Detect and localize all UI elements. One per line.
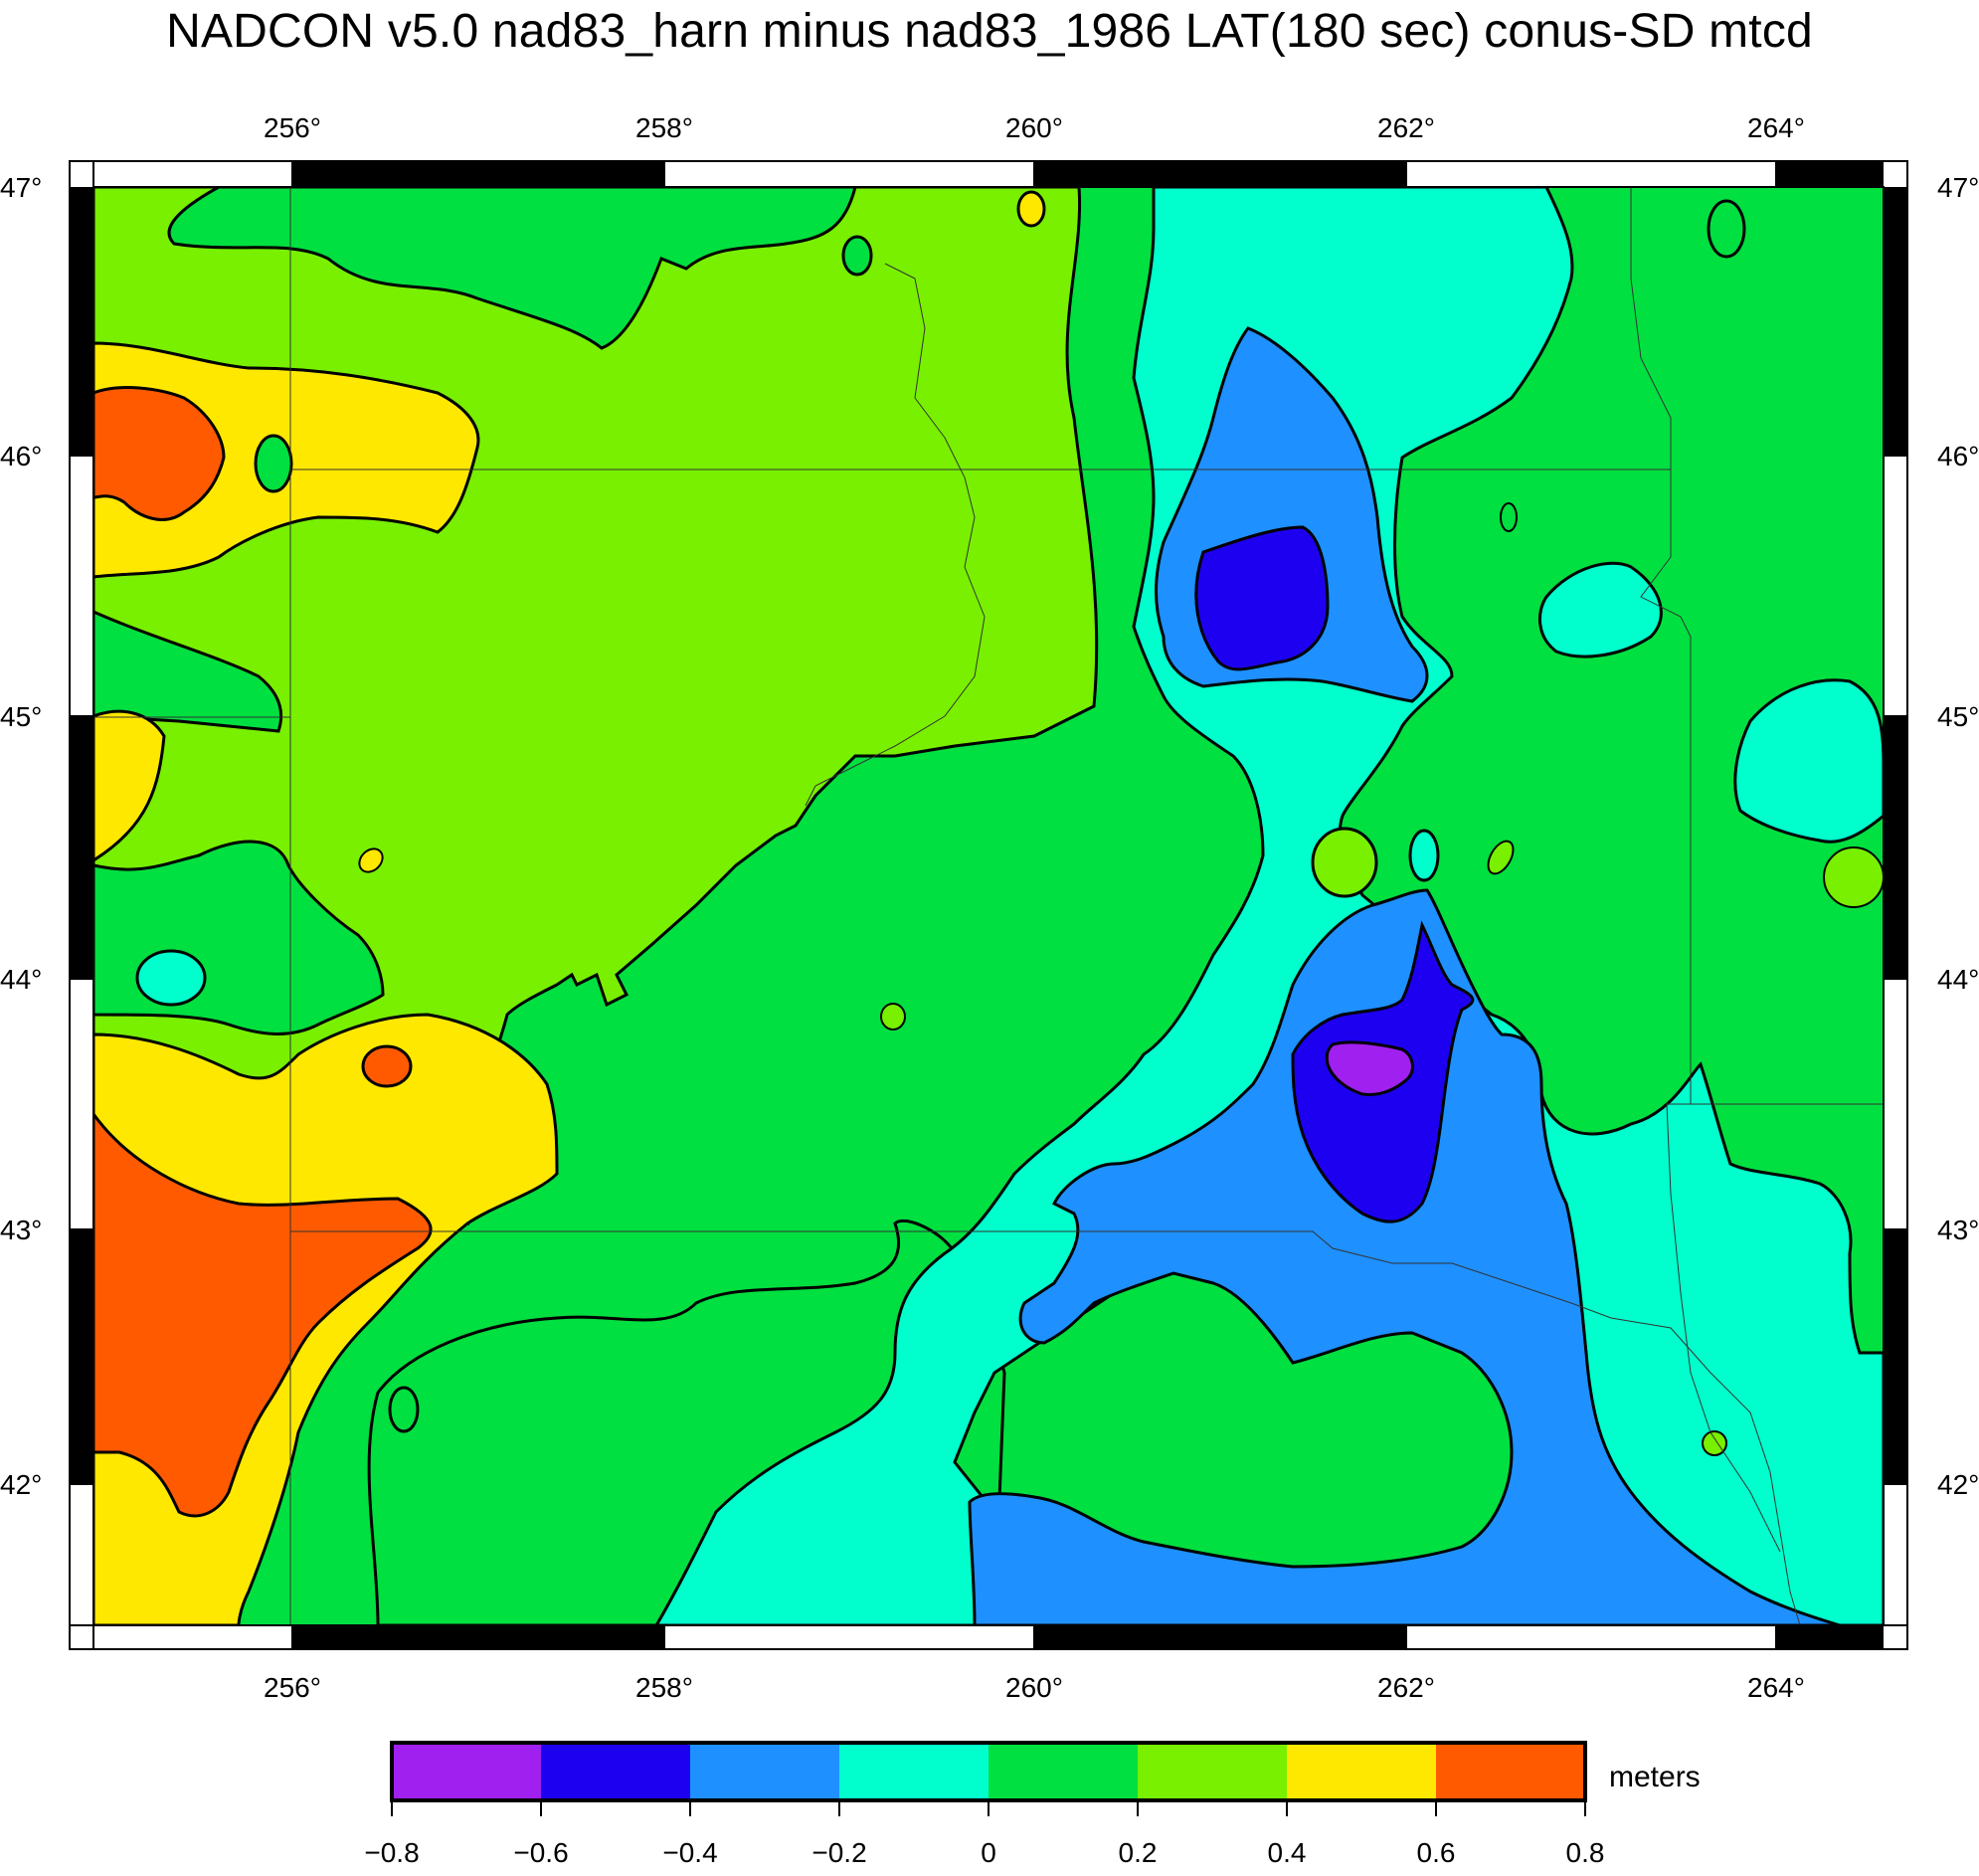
lon-labels-bottom: 256° 258° 260° 262° 264° xyxy=(264,1672,1805,1703)
lat-label-right-47: 47° xyxy=(1937,172,1979,203)
colorbar-tick-label-6: 0.4 xyxy=(1268,1837,1307,1868)
colorbar-bin-4 xyxy=(989,1743,1138,1800)
colorbar-tick-label-8: 0.8 xyxy=(1566,1837,1605,1868)
lon-label-bottom-264: 264° xyxy=(1747,1672,1805,1703)
region-green-blob-8 xyxy=(880,1003,906,1031)
region-green-blob-9 xyxy=(358,847,384,873)
lon-label-top-264: 264° xyxy=(1747,112,1805,143)
colorbar-bin-2 xyxy=(690,1743,839,1800)
region-green-blob-11 xyxy=(1823,846,1884,908)
lat-label-right-44: 44° xyxy=(1937,964,1979,995)
colorbar-bin-5 xyxy=(1138,1743,1287,1800)
lat-label-left-45: 45° xyxy=(0,701,42,732)
colorbar-units-label: meters xyxy=(1609,1761,1701,1793)
lon-label-bottom-256: 256° xyxy=(264,1672,321,1703)
colorbar-bin-0 xyxy=(392,1743,541,1800)
lon-label-top-258: 258° xyxy=(635,112,693,143)
region-green-blob-5 xyxy=(1707,199,1746,259)
region-cyan-w xyxy=(135,949,207,1007)
lat-labels-right: 47° 46° 45° 44° 43° 42° xyxy=(1937,172,1979,1500)
colorbar-tick-labels: −0.8 −0.6 −0.4 −0.2 0 0.2 0.4 0.6 0.8 xyxy=(364,1837,1604,1868)
region-green-blob-2 xyxy=(841,235,873,277)
region-orange-nw xyxy=(93,386,226,521)
region-green-blob-3 xyxy=(388,1386,420,1433)
colorbar-bin-7 xyxy=(1436,1743,1585,1800)
lat-label-left-42: 42° xyxy=(0,1469,42,1500)
lon-label-bottom-262: 262° xyxy=(1377,1672,1435,1703)
contour-fill-layer xyxy=(93,187,1884,1625)
region-cyan-e3 xyxy=(1733,678,1884,844)
region-yellow-blob-1 xyxy=(1016,190,1046,228)
lat-label-left-44: 44° xyxy=(0,964,42,995)
region-green-blob-4 xyxy=(254,434,293,493)
region-green-blob-10 xyxy=(1702,1430,1727,1456)
region-lightblue-s xyxy=(968,888,1841,1625)
lon-label-top-256: 256° xyxy=(264,112,321,143)
colorbar-tick-label-5: 0.2 xyxy=(1119,1837,1158,1868)
colorbar-tick-label-2: −0.4 xyxy=(662,1837,717,1868)
frame-checker xyxy=(69,160,1908,1650)
map-title: NADCON v5.0 nad83_harn minus nad83_1986 … xyxy=(166,5,1813,58)
region-orange-sw xyxy=(93,1111,433,1518)
lon-labels-top: 256° 258° 260° 262° 264° xyxy=(264,112,1805,143)
lat-labels-left: 47° 46° 45° 44° 43° 42° xyxy=(0,172,42,1500)
region-cyan-neck xyxy=(1408,829,1440,882)
lat-label-right-42: 42° xyxy=(1937,1469,1979,1500)
colorbar-bin-1 xyxy=(541,1743,690,1800)
colorbar xyxy=(390,1741,1587,1816)
region-purple xyxy=(1325,1040,1414,1096)
colorbar-tick-label-1: −0.6 xyxy=(513,1837,568,1868)
region-green-blob-6 xyxy=(1500,502,1518,532)
colorbar-bin-3 xyxy=(839,1743,989,1800)
lon-label-bottom-260: 260° xyxy=(1005,1672,1063,1703)
lon-label-top-260: 260° xyxy=(1005,112,1063,143)
colorbar-tick-label-3: −0.2 xyxy=(811,1837,866,1868)
lat-label-left-46: 46° xyxy=(0,441,42,471)
lat-label-right-43: 43° xyxy=(1937,1215,1979,1245)
lon-label-top-262: 262° xyxy=(1377,112,1435,143)
colorbar-tick-label-4: 0 xyxy=(981,1837,996,1868)
region-orange-blob xyxy=(361,1044,413,1088)
lat-label-left-43: 43° xyxy=(0,1215,42,1245)
region-green-nw xyxy=(93,187,857,350)
lat-label-right-45: 45° xyxy=(1937,701,1979,732)
region-green-blob-7 xyxy=(1487,840,1515,875)
lat-label-left-47: 47° xyxy=(0,172,42,203)
lon-label-bottom-258: 258° xyxy=(635,1672,693,1703)
colorbar-tick-label-7: 0.6 xyxy=(1417,1837,1456,1868)
region-cyan-e2 xyxy=(1537,561,1663,658)
region-green-blob-1 xyxy=(1311,827,1378,898)
region-green-w xyxy=(93,610,283,733)
lat-label-right-46: 46° xyxy=(1937,441,1979,471)
colorbar-bin-6 xyxy=(1287,1743,1436,1800)
boundary-lines xyxy=(93,187,1884,1625)
region-blue-n xyxy=(1194,525,1330,671)
region-yellow-w xyxy=(93,709,166,862)
colorbar-tick-label-0: −0.8 xyxy=(364,1837,419,1868)
